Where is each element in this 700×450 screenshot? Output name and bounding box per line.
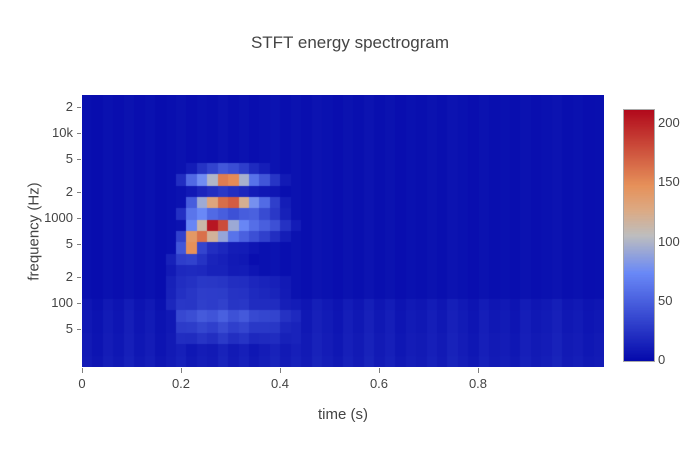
y-tick-mark	[77, 277, 81, 279]
x-tick-mark	[280, 368, 281, 373]
y-tick-label: 1000	[44, 210, 73, 225]
x-tick-mark	[478, 368, 479, 373]
colorbar-tick-label: 50	[658, 292, 673, 308]
x-tick-label: 0	[78, 376, 86, 391]
x-tick-mark	[82, 368, 83, 373]
x-tick-label: 0.2	[171, 376, 191, 391]
x-tick-label: 0.6	[369, 376, 389, 391]
x-tick-label: 0.4	[270, 376, 290, 391]
y-tick-label: 2	[65, 99, 73, 115]
y-tick-mark	[77, 218, 81, 219]
y-tick-label: 5	[65, 320, 73, 336]
y-tick-mark	[77, 192, 81, 194]
x-tick-label: 0.8	[468, 376, 488, 391]
y-tick-mark	[77, 328, 81, 330]
colorbar-tick-label: 150	[658, 174, 680, 190]
colorbar-tick-label: 200	[658, 115, 680, 131]
y-tick-label: 2	[65, 184, 73, 200]
y-tick-label: 2	[65, 269, 73, 285]
y-tick-mark	[77, 107, 81, 109]
y-tick-mark	[77, 133, 81, 134]
colorbar-tick-label: 100	[658, 233, 680, 249]
y-tick-label: 10k	[52, 125, 73, 140]
x-tick-mark	[181, 368, 182, 373]
spectrogram-heatmap-canvas[interactable]	[82, 95, 604, 367]
y-tick-label: 5	[65, 235, 73, 251]
chart-title: STFT energy spectrogram	[250, 33, 450, 52]
x-axis-title: time (s)	[318, 406, 368, 423]
y-tick-mark	[77, 243, 81, 245]
y-tick-label: 5	[65, 150, 73, 166]
colorbar-gradient	[623, 109, 655, 362]
y-tick-mark	[77, 158, 81, 160]
y-tick-label: 100	[51, 295, 73, 310]
y-tick-mark	[77, 303, 81, 304]
colorbar-tick-label: 0	[658, 352, 666, 367]
x-tick-mark	[379, 368, 380, 373]
